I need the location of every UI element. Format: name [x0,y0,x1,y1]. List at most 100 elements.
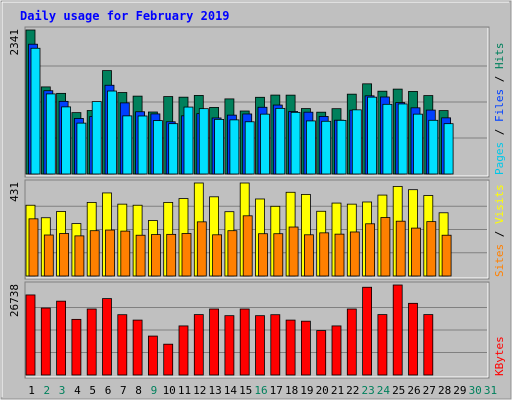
day-label-28: 28 [438,384,451,397]
day-label-21: 21 [331,384,344,397]
day-label-13: 13 [208,384,221,397]
legend-entry: Visits [493,184,506,224]
bar-sites-day-20 [319,232,330,277]
legend-entry: / [493,69,506,89]
legend-entry: Sites [493,244,506,277]
day-label-18: 18 [285,384,298,397]
legend-entry: Files [493,89,506,122]
bar-sites-day-8 [135,234,146,277]
day-label-5: 5 [89,384,96,397]
bar-sites-day-3 [59,233,69,277]
bar-pages-day-15 [244,121,255,175]
bar-kbytes-day-14 [224,315,235,376]
bar-pages-day-13 [214,118,225,175]
bar-pages-day-26 [413,113,423,175]
bar-pages-day-1 [30,47,41,175]
bar-kbytes-day-15 [239,308,250,376]
hits-files-pages-panel: 2341 Pages / Files / Hits [8,26,506,178]
bar-sites-day-9 [150,234,161,277]
legend-entry: / [493,122,506,142]
bar-pages-day-22 [351,109,362,175]
bar-sites-day-27 [426,221,437,277]
legend-entry: KBytes [493,336,506,376]
bar-kbytes-day-13 [209,308,220,376]
bar-kbytes-day-25 [392,284,403,376]
bar-sites-day-12 [196,221,207,277]
bar-sites-day-25 [395,220,406,277]
bar-pages-day-11 [183,106,194,175]
bar-pages-day-12 [198,108,209,175]
bar-pages-day-21 [336,119,347,175]
bar-sites-day-11 [181,233,192,277]
legend-entry: Hits [493,43,506,70]
bar-sites-day-5 [89,230,100,277]
kbytes-panel: 26738 KBytes [8,281,506,379]
visits-sites-panel: 431 Sites / Visits [8,179,506,280]
hits-files-pages-legend: Pages / Files / Hits [493,43,506,176]
bar-sites-day-15 [242,215,253,277]
bar-pages-day-27 [428,119,439,175]
day-label-4: 4 [74,384,81,397]
bar-kbytes-day-24 [377,314,388,376]
bar-pages-day-23 [367,96,378,175]
bar-pages-day-3 [61,106,71,175]
day-label-17: 17 [270,384,283,397]
bar-pages-day-28 [443,123,454,175]
day-label-8: 8 [135,384,142,397]
legend-entry: / [493,224,506,244]
bar-sites-day-21 [334,233,345,277]
bar-sites-day-4 [74,235,85,277]
bar-kbytes-day-19 [300,320,311,376]
bar-sites-day-6 [105,229,115,277]
day-label-25: 25 [392,384,405,397]
bar-sites-day-16 [258,233,268,277]
bar-pages-day-20 [321,120,332,175]
day-label-3: 3 [59,384,66,397]
day-label-30: 30 [469,384,482,397]
bar-kbytes-day-9 [147,335,158,376]
visits-sites-ymax-label: 431 [8,182,21,202]
kbytes-legend: KBytes [493,336,506,376]
bar-sites-day-7 [120,230,131,277]
bar-kbytes-day-10 [163,343,174,376]
bar-kbytes-day-18 [285,319,296,376]
bar-pages-day-10 [168,123,179,175]
day-label-15: 15 [239,384,252,397]
kbytes-series-kbytes [25,284,434,376]
bar-pages-day-9 [152,120,163,175]
day-label-22: 22 [346,384,359,397]
bar-sites-day-19 [303,234,314,277]
bar-kbytes-day-1 [25,294,36,376]
day-label-19: 19 [300,384,313,397]
bar-sites-day-10 [166,233,177,277]
bar-sites-day-28 [441,234,452,277]
bar-pages-day-14 [229,119,240,175]
bar-kbytes-day-7 [117,314,128,376]
bar-kbytes-day-20 [316,330,327,376]
kbytes-ymax-label: 26738 [8,284,21,317]
day-label-23: 23 [361,384,374,397]
bar-kbytes-day-2 [40,307,51,376]
bar-sites-day-1 [28,218,39,277]
bar-kbytes-day-5 [86,308,97,376]
day-label-29: 29 [453,384,466,397]
bar-pages-day-18 [290,111,301,175]
bar-sites-day-14 [227,230,238,277]
bar-sites-day-26 [411,227,421,277]
chart-panels: 2341 Pages / Files / Hits 431 Sites / Visit… [8,26,506,379]
bar-kbytes-day-17 [270,314,281,376]
bar-pages-day-7 [122,115,133,175]
day-label-11: 11 [178,384,191,397]
bar-kbytes-day-27 [423,314,434,376]
day-label-1: 1 [28,384,35,397]
bar-kbytes-day-8 [132,319,143,376]
bar-kbytes-day-26 [408,302,418,376]
bar-pages-day-5 [91,101,102,175]
legend-entry: Pages [493,142,506,175]
bar-pages-day-6 [107,90,117,175]
bar-pages-day-17 [275,107,286,175]
bar-sites-day-23 [365,223,376,277]
bar-kbytes-day-6 [102,298,112,376]
bar-sites-day-13 [212,234,223,277]
